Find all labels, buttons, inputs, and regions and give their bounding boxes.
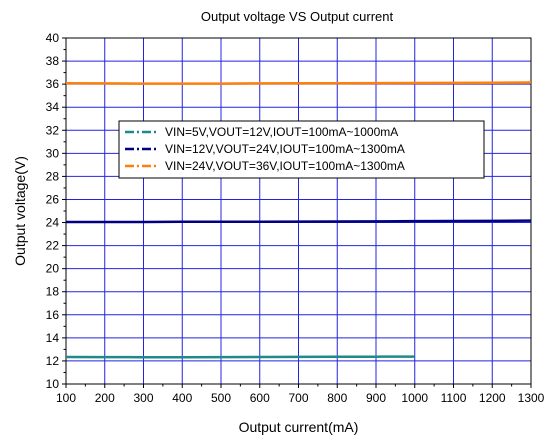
y-tick-label: 30 <box>46 146 60 160</box>
series-line <box>66 219 532 224</box>
legend-label: VIN=24V,VOUT=36V,IOUT=100mA~1300mA <box>165 159 405 173</box>
x-tick-label: 1100 <box>441 391 467 405</box>
series-line <box>65 355 415 359</box>
x-tick-label: 900 <box>366 391 386 405</box>
y-axis-tick-labels: 10 12 14 16 18 20 22 24 26 28 30 32 34 36 38 40 <box>46 31 60 391</box>
x-tick-label: 1000 <box>401 391 428 405</box>
x-tick-label: 700 <box>288 391 308 405</box>
x-tick-label: 400 <box>172 391 192 405</box>
y-tick-label: 36 <box>46 77 60 91</box>
y-tick-label: 20 <box>46 262 60 276</box>
data-series <box>65 81 532 359</box>
axis-ticks <box>62 37 532 388</box>
series-line <box>65 81 532 85</box>
y-tick-label: 12 <box>46 354 60 368</box>
chart-title: Output voltage VS Output current <box>201 9 394 24</box>
y-tick-label: 28 <box>46 169 60 183</box>
legend-box <box>118 120 485 179</box>
y-tick-label: 38 <box>46 54 60 68</box>
x-tick-label: 300 <box>133 391 153 405</box>
grid-lines <box>66 38 531 384</box>
y-tick-label: 16 <box>46 308 60 322</box>
y-tick-label: 24 <box>46 216 60 230</box>
legend: VIN=5V,VOUT=12V,IOUT=100mA~1000mA VIN=12V… <box>118 120 485 179</box>
y-tick-label: 26 <box>46 192 60 206</box>
y-axis-label: Output voltage(V) <box>12 156 28 266</box>
y-tick-label: 18 <box>46 285 60 299</box>
x-axis-tick-labels: 100 200 300 400 500 600 700 800 900 1000 1100 1200 1… <box>56 391 545 405</box>
y-tick-label: 22 <box>46 239 60 253</box>
y-tick-label: 40 <box>46 31 60 45</box>
x-tick-label: 200 <box>95 391 115 405</box>
legend-label: VIN=12V,VOUT=24V,IOUT=100mA~1300mA <box>165 142 405 156</box>
x-tick-label: 800 <box>327 391 347 405</box>
legend-label: VIN=5V,VOUT=12V,IOUT=100mA~1000mA <box>165 125 398 139</box>
y-tick-label: 34 <box>46 100 60 114</box>
x-tick-label: 1300 <box>518 391 545 405</box>
x-tick-label: 600 <box>250 391 270 405</box>
y-tick-label: 10 <box>46 377 60 391</box>
x-tick-label: 100 <box>56 391 76 405</box>
x-tick-label: 1200 <box>479 391 506 405</box>
x-tick-label: 500 <box>211 391 231 405</box>
x-axis-label: Output current(mA) <box>239 419 359 435</box>
y-tick-label: 32 <box>46 123 60 137</box>
y-tick-label: 14 <box>46 331 60 345</box>
